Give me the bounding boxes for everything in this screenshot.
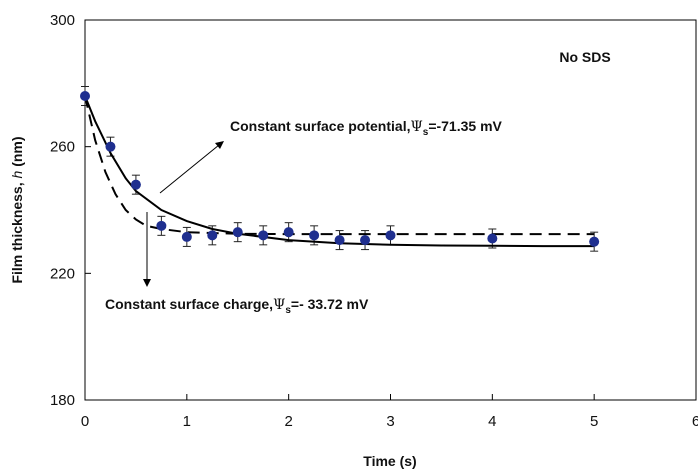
y-axis-variable: h [9,170,25,178]
data-point [80,91,90,101]
corner-label: No SDS [559,49,610,65]
y-tick-label: 260 [50,139,75,156]
y-tick-label: 180 [50,392,75,409]
x-tick-label: 4 [488,413,496,430]
x-tick-label: 6 [692,413,698,430]
data-point [309,230,320,241]
data-point [589,236,600,247]
data-points [80,91,600,247]
data-point [232,227,243,238]
model-curves [84,95,595,248]
constant-charge-curve [84,95,595,236]
data-point [258,230,269,241]
x-tick-label: 1 [183,413,191,430]
plot-area [84,19,697,401]
data-point [487,233,498,244]
x-axis-ticks: 0 1 2 3 4 5 6 [81,394,698,430]
data-point [181,231,192,242]
annotation-potential-arrowhead [215,141,224,149]
x-tick-label: 0 [81,413,89,430]
data-point [334,235,345,246]
data-point [385,230,396,241]
annotation-charge: Constant surface charge,Ψs=- 33.72 mV [105,296,369,316]
data-point [283,227,294,238]
x-tick-label: 5 [590,413,598,430]
x-tick-label: 3 [386,413,394,430]
y-axis-ticks: 180 220 260 300 [50,12,91,409]
constant-potential-curve [84,95,595,248]
data-point [360,235,371,246]
data-point [130,179,141,190]
y-tick-label: 300 [50,12,75,29]
data-point [207,230,218,241]
y-axis-title: Film thickness, h (nm) [9,136,25,283]
data-point [156,220,167,231]
x-tick-label: 2 [284,413,292,430]
annotation-potential-arrow-line [159,144,220,194]
annotation-potential: Constant surface potential,Ψs=-71.35 mV [230,118,503,138]
y-tick-label: 220 [50,265,75,282]
data-point [105,141,116,152]
annotation-charge-arrowhead [143,279,151,287]
x-axis-title: Time (s) [363,453,416,469]
